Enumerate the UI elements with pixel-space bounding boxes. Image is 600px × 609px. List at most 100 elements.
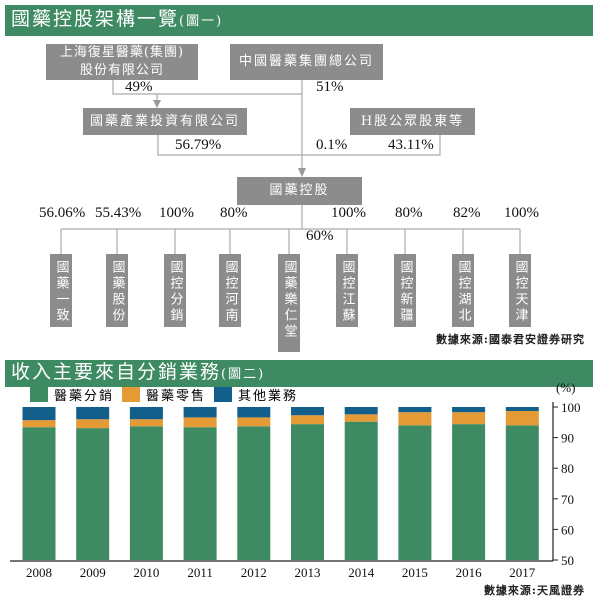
figure2-title: 收入主要來自分銷業務 — [11, 361, 222, 383]
legend-swatch — [214, 387, 232, 402]
investment-box: 國藥產業投資有限公司 — [83, 108, 247, 135]
subsidiary-box: 國控江蘇 — [336, 254, 358, 327]
y-tick-label: 80 — [561, 461, 574, 476]
bar-segment — [22, 407, 56, 421]
subsidiary-pct: 100% — [159, 205, 194, 221]
figure2-source: 數據來源:天風證券 — [483, 584, 585, 597]
connector-fosun — [112, 80, 302, 95]
x-tick-label: 2013 — [295, 565, 321, 580]
fosun-name-line1: 上海復星醫藥(集團) — [59, 45, 185, 60]
sinopharm-group-box: 中國醫藥集團總公司 — [230, 44, 383, 80]
subsidiary-box: 國藥股份 — [106, 254, 128, 327]
pct-sinopharm: 51% — [316, 79, 344, 95]
subsidiary-box: 國控湖北 — [452, 254, 474, 327]
bar-segment — [398, 412, 432, 426]
subsidiary-box: 國控天津 — [509, 254, 531, 327]
y-tick-label: 70 — [561, 492, 574, 507]
y-tick-label: 50 — [561, 553, 574, 568]
y-tick-label: 90 — [561, 431, 574, 446]
figure1-header: 國藥控股架構一覽(圖一) — [5, 5, 593, 36]
pct-sinopharm-direct: 0.1% — [316, 137, 348, 153]
x-tick-label: 2014 — [348, 565, 375, 580]
x-tick-label: 2012 — [241, 565, 267, 580]
subsidiary-pct: 60% — [306, 228, 334, 244]
bar-segment — [505, 407, 539, 411]
legend-item: 醫藥零售 — [122, 385, 206, 404]
subsidiary-pct: 55.43% — [95, 205, 142, 221]
x-tick-label: 2017 — [509, 565, 536, 580]
figure2-tag: (圖二) — [221, 367, 266, 382]
bar-segment — [344, 414, 378, 422]
subsidiary-box: 國控分銷 — [164, 254, 186, 327]
x-tick-label: 2010 — [133, 565, 159, 580]
subsidiary-pct: 80% — [220, 205, 248, 221]
subsidiary-box: 國控新疆 — [394, 254, 416, 327]
bar-segment — [183, 407, 217, 418]
bar-segment — [237, 407, 271, 418]
arrow-head — [153, 100, 161, 108]
h-share-box: H股公眾股東等 — [350, 108, 475, 135]
figure1-source: 數據來源:國泰君安證券研究 — [435, 333, 585, 346]
x-tick-label: 2008 — [26, 565, 52, 580]
bar-segment — [183, 427, 217, 560]
bar-segment — [237, 426, 271, 560]
bar-segment — [452, 412, 486, 425]
bar-segment — [237, 417, 271, 427]
bar-segment — [129, 419, 163, 427]
bar-segment — [291, 415, 324, 425]
legend-label: 其他業務 — [238, 389, 299, 404]
y-tick-label: 100 — [561, 400, 581, 415]
x-tick-label: 2015 — [402, 565, 428, 580]
bar-segment — [76, 407, 110, 420]
subsidiary-pct: 100% — [331, 205, 366, 221]
bar-segment — [344, 421, 378, 560]
subsidiary-pct: 56.06% — [39, 205, 86, 221]
bar-segment — [22, 427, 56, 560]
bar-segment — [76, 428, 110, 560]
bar-segment — [398, 407, 432, 413]
legend-label: 醫藥零售 — [146, 389, 207, 404]
bar-segment — [183, 417, 217, 428]
legend-item: 醫藥分銷 — [30, 385, 114, 404]
bar-segment — [291, 424, 324, 560]
legend-label: 醫藥分銷 — [54, 389, 115, 404]
bar-segment — [129, 407, 163, 420]
fosun-name-line2: 股份有限公司 — [79, 63, 164, 78]
bar-segment — [22, 420, 56, 428]
bar-segment — [129, 426, 163, 560]
fosun-box: 上海復星醫藥(集團) 股份有限公司 — [46, 44, 198, 80]
legend-swatch — [122, 387, 140, 402]
bar-segment — [505, 425, 539, 560]
subsidiary-pct: 82% — [453, 205, 481, 221]
y-tick-label: 60 — [561, 522, 574, 537]
pct-fosun: 49% — [125, 79, 153, 95]
bar-segment — [505, 410, 539, 426]
figure1-tag: (圖一) — [179, 14, 224, 29]
subsidiary-box: 國藥樂仁堂 — [278, 254, 300, 352]
subsidiary-pct: 80% — [395, 205, 423, 221]
x-tick-label: 2016 — [456, 565, 483, 580]
bar-segment — [452, 424, 486, 560]
pct-h-share: 43.11% — [388, 137, 434, 153]
x-tick-label: 2009 — [80, 565, 106, 580]
y-unit-label: (%) — [556, 380, 576, 395]
subsidiary-box: 國藥一致 — [50, 254, 72, 327]
arrow-head — [298, 168, 306, 177]
bar-segment — [291, 407, 324, 416]
bar-segment — [344, 407, 378, 415]
subsidiary-box: 國控河南 — [219, 254, 241, 327]
legend-item: 其他業務 — [214, 385, 298, 404]
subsidiary-pct: 100% — [504, 205, 539, 221]
figure2-header: 收入主要來自分銷業務(圖二) — [5, 360, 593, 387]
figure1-title: 國藥控股架構一覽 — [11, 8, 180, 30]
bar-segment — [452, 407, 486, 413]
legend-swatch — [30, 387, 48, 402]
parent-box: 國藥控股 — [237, 177, 362, 205]
bar-segment — [398, 425, 432, 560]
pct-investment: 56.79% — [175, 137, 222, 153]
bar-segment — [76, 419, 110, 429]
connector-investment-hshare — [157, 135, 441, 156]
x-tick-label: 2011 — [187, 565, 213, 580]
